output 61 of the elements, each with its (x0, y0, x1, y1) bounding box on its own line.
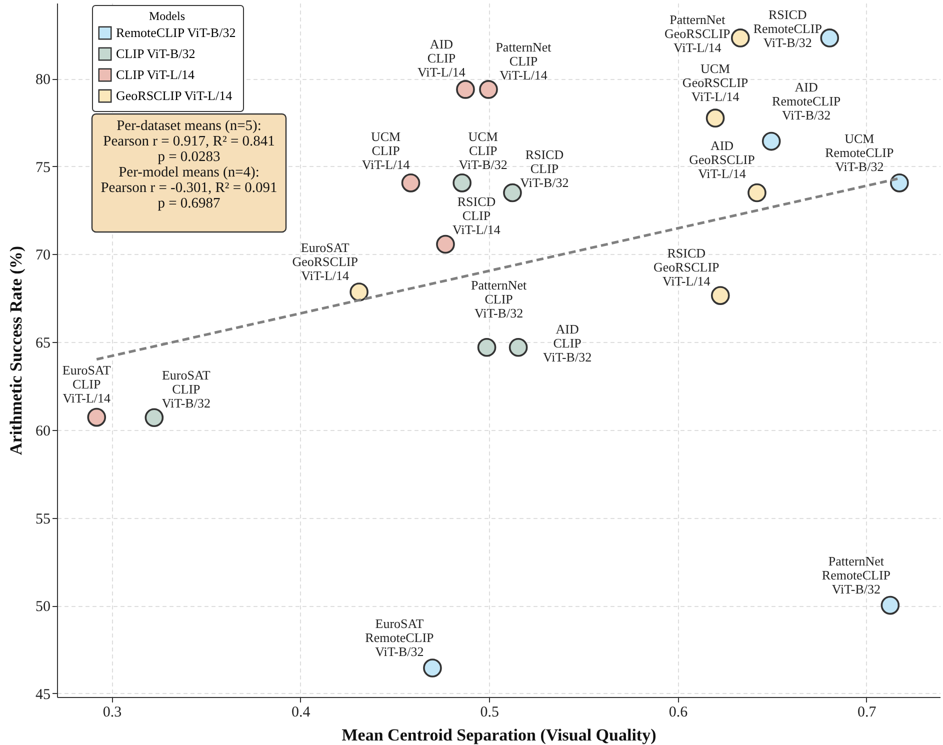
annotation: AID CLIP ViT-B/32 (543, 321, 592, 364)
point (456, 80, 475, 99)
annotation: UCM RemoteCLIP ViT-B/32 (825, 130, 894, 174)
y-tick-label: 45 (36, 686, 50, 703)
annotation: RSICD CLIP ViT-L/14 (452, 194, 501, 238)
y-tick-label: 75 (36, 160, 50, 176)
point (401, 174, 420, 192)
point (436, 234, 455, 254)
annotation: PatternNet RemoteCLIP ViT-B/32 (822, 553, 890, 596)
y-tick-label: 55 (36, 511, 50, 528)
annotation: PatternNet GeoRSCLIP ViT-L/14 (664, 12, 730, 55)
annotation: AID CLIP ViT-L/14 (418, 36, 466, 80)
x-tick-label: 0.3 (102, 704, 122, 720)
annotation: UCM GeoRSCLIP ViT-L/14 (682, 61, 748, 104)
annotation: RSICD CLIP ViT-B/32 (520, 146, 569, 190)
annotation: EuroSAT RemoteCLIP ViT-B/32 (365, 616, 434, 660)
y-tick-label: 65 (36, 336, 50, 352)
legend-label: CLIP ViT-L/14 (116, 67, 196, 82)
y-tick-label: 70 (36, 248, 50, 264)
legend-title: Models (149, 9, 186, 23)
y-tick-label: 80 (36, 72, 50, 88)
annotation: Per-dataset means (n=5): Pearson r = 0.917, R² = 0.841 p = 0.0283 Per-model means (n=4): Pearson r = -0.301, R² = 0.091 p = 0.6987 (100, 118, 278, 212)
point (710, 286, 730, 305)
point (144, 408, 164, 428)
point (477, 338, 496, 357)
y-axis-title: Arithmetic Success Rate (%) (6, 246, 26, 456)
point (479, 80, 498, 99)
x-tick-label: 0.7 (858, 704, 877, 720)
annotation: AID GeoRSCLIP ViT-L/14 (689, 138, 755, 181)
point (762, 132, 781, 151)
point (730, 28, 750, 48)
point (890, 174, 909, 192)
legend-label: GeoRSCLIP ViT-L/14 (116, 88, 233, 103)
y-tick-label: 50 (36, 599, 50, 616)
x-tick-label: 0.6 (668, 704, 688, 720)
annotation: EuroSAT GeoRSCLIP ViT-L/14 (292, 240, 358, 284)
point (508, 338, 528, 357)
y-tick-label: 60 (36, 423, 50, 440)
annotation: AID RemoteCLIP ViT-B/32 (772, 79, 841, 122)
x-tick-label: 0.4 (292, 704, 311, 720)
point (423, 658, 442, 678)
annotation: PatternNet CLIP ViT-L/14 (496, 39, 552, 82)
point (880, 596, 900, 615)
annotation: PatternNet CLIP ViT-B/32 (471, 277, 527, 320)
legend-label: CLIP ViT-B/32 (116, 46, 196, 61)
annotation: EuroSAT CLIP ViT-B/32 (162, 368, 210, 411)
x-axis-title: Mean Centroid Separation (Visual Quality) (342, 726, 656, 744)
point (748, 183, 766, 202)
legend-label: RemoteCLIP ViT-B/32 (116, 25, 236, 40)
annotation: UCM CLIP ViT-B/32 (458, 128, 508, 172)
point (503, 183, 522, 202)
point (820, 28, 840, 48)
annotation: RSICD RemoteCLIP ViT-B/32 (753, 6, 822, 50)
point (350, 282, 368, 302)
annotation: UCM CLIP ViT-L/14 (362, 128, 410, 172)
annotation: RSICD GeoRSCLIP ViT-L/14 (654, 246, 720, 289)
x-tick-label: 0.5 (480, 704, 499, 720)
annotation: EuroSAT CLIP ViT-L/14 (62, 362, 112, 406)
point (452, 174, 472, 192)
point (87, 408, 106, 427)
point (706, 108, 725, 128)
